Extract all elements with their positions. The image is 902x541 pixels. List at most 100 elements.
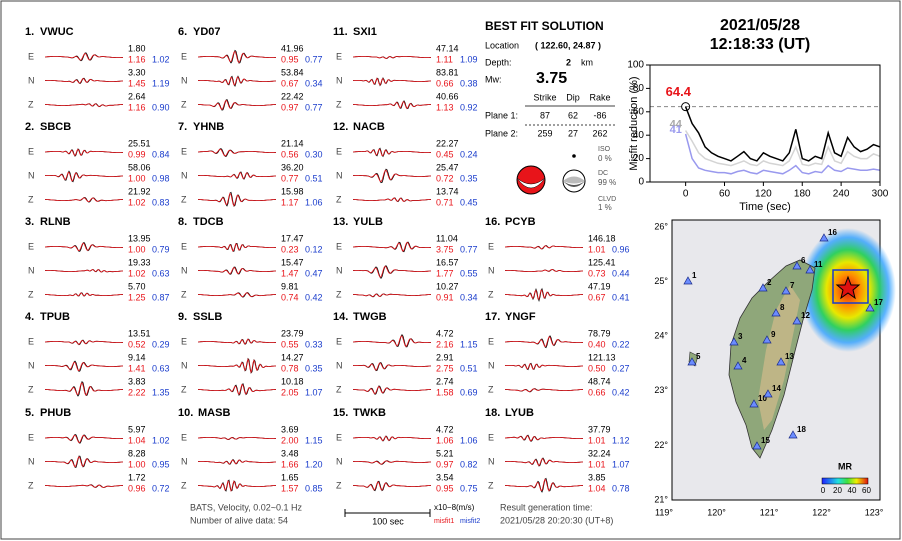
alive: Number of alive data: 54 (190, 515, 288, 525)
component: Z (181, 384, 187, 394)
station-marker (752, 441, 762, 450)
synthetic-trace (45, 382, 123, 396)
synthetic-trace (45, 78, 124, 84)
misfit2: 0.41 (612, 292, 630, 302)
amplitude: 3.83 (128, 376, 146, 386)
plane-value: 262 (592, 128, 607, 138)
misfit2: 1.06 (305, 197, 323, 207)
amplitude: 3.69 (281, 424, 299, 434)
component: Z (181, 289, 187, 299)
synthetic-trace (504, 363, 584, 370)
lon-label: 120° (707, 507, 726, 517)
misfit2: 0.34 (460, 292, 478, 302)
amplitude: 121.13 (588, 352, 616, 362)
misfit1: 1.45 (128, 78, 146, 88)
plane-value: 62 (568, 110, 578, 120)
synthetic-trace (198, 76, 277, 86)
misfit1: 0.71 (436, 197, 454, 207)
station-number: 3. (25, 216, 34, 228)
station-number: 5. (25, 407, 34, 419)
lat-label: 21° (654, 494, 668, 504)
amplitude: 5.97 (128, 424, 146, 434)
y-tick-label: 20 (633, 153, 645, 164)
colorbar-label: 20 (833, 486, 842, 495)
synthetic-trace (197, 437, 276, 440)
amplitude: 40.66 (436, 91, 459, 101)
misfit2: 1.12 (612, 435, 630, 445)
x-axis-label: Time (sec) (739, 201, 791, 213)
station-name: TWKB (353, 407, 386, 419)
x-tick-label: 60 (719, 189, 731, 200)
plane-label: Plane 1: (485, 110, 518, 120)
amplitude: 13.95 (128, 233, 151, 243)
lat-label: 25° (654, 276, 668, 286)
misfit2: 0.79 (152, 244, 170, 254)
station-number: 8. (178, 216, 187, 228)
lat-label: 26° (654, 221, 668, 231)
lat-label: 23° (654, 385, 668, 395)
component: N (28, 360, 35, 370)
station-marker (771, 308, 781, 317)
synthetic-trace (353, 101, 431, 110)
misfit2: 0.24 (460, 149, 478, 159)
station-marker (729, 337, 739, 346)
amplitude: 15.47 (281, 257, 304, 267)
amplitude: 22.27 (436, 138, 459, 148)
observed-trace (198, 479, 276, 492)
synthetic-trace (198, 480, 276, 492)
colorbar-title: MR (838, 461, 852, 471)
amplitude: 9.81 (281, 281, 299, 291)
colorbar-label: 0 (821, 486, 826, 495)
station-number: 15. (333, 407, 348, 419)
amplitude: 17.47 (281, 233, 304, 243)
misfit1: 1.16 (128, 54, 146, 64)
misfit2: 1.15 (305, 435, 323, 445)
synthetic-trace (352, 56, 431, 59)
amplitude: 25.47 (436, 162, 459, 172)
station-label: 13 (785, 352, 794, 361)
station-name: SXI1 (353, 26, 377, 38)
misfit2: 0.82 (460, 459, 478, 469)
component: Z (28, 384, 34, 394)
component: Z (488, 289, 494, 299)
plot-frame (649, 64, 881, 183)
amplitude: 146.18 (588, 233, 616, 243)
station-label: 3 (738, 332, 743, 341)
misfit2: 0.69 (460, 387, 478, 397)
misfit1: 1.00 (128, 173, 146, 183)
station-label: 16 (828, 228, 837, 237)
misfit2: 0.38 (460, 78, 478, 88)
dc-label: DC (598, 170, 608, 177)
station-marker (776, 357, 786, 366)
misfit-line (684, 133, 881, 175)
synthetic-trace (197, 51, 276, 64)
component: N (181, 170, 188, 180)
amplitude: 2.74 (436, 376, 454, 386)
station-name: YHNB (193, 121, 224, 133)
misfit2: 0.35 (460, 173, 478, 183)
synthetic-trace (505, 289, 583, 300)
misfit1: 1.01 (588, 244, 606, 254)
station-marker (819, 233, 829, 242)
component: N (488, 456, 495, 466)
misfit1: 1.00 (128, 459, 146, 469)
station-marker (865, 303, 875, 312)
misfit2: 1.35 (152, 387, 170, 397)
col-header: Dip (566, 92, 580, 102)
unit: x10−8(m/s) (434, 503, 475, 512)
station-number: 6. (178, 26, 187, 38)
observed-trace (198, 191, 276, 207)
synthetic-trace (504, 336, 583, 348)
amplitude: 14.27 (281, 352, 304, 362)
station-label: 4 (742, 356, 747, 365)
station-name: TPUB (40, 311, 70, 323)
component: Z (336, 384, 342, 394)
lon-label: 123° (865, 507, 884, 517)
misfit2: 0.22 (612, 339, 630, 349)
component: E (181, 336, 187, 346)
beachball-part (516, 177, 546, 189)
component: E (488, 336, 494, 346)
station-label: 11 (814, 260, 823, 269)
lat-label: 22° (654, 440, 668, 450)
component: Z (181, 99, 187, 109)
